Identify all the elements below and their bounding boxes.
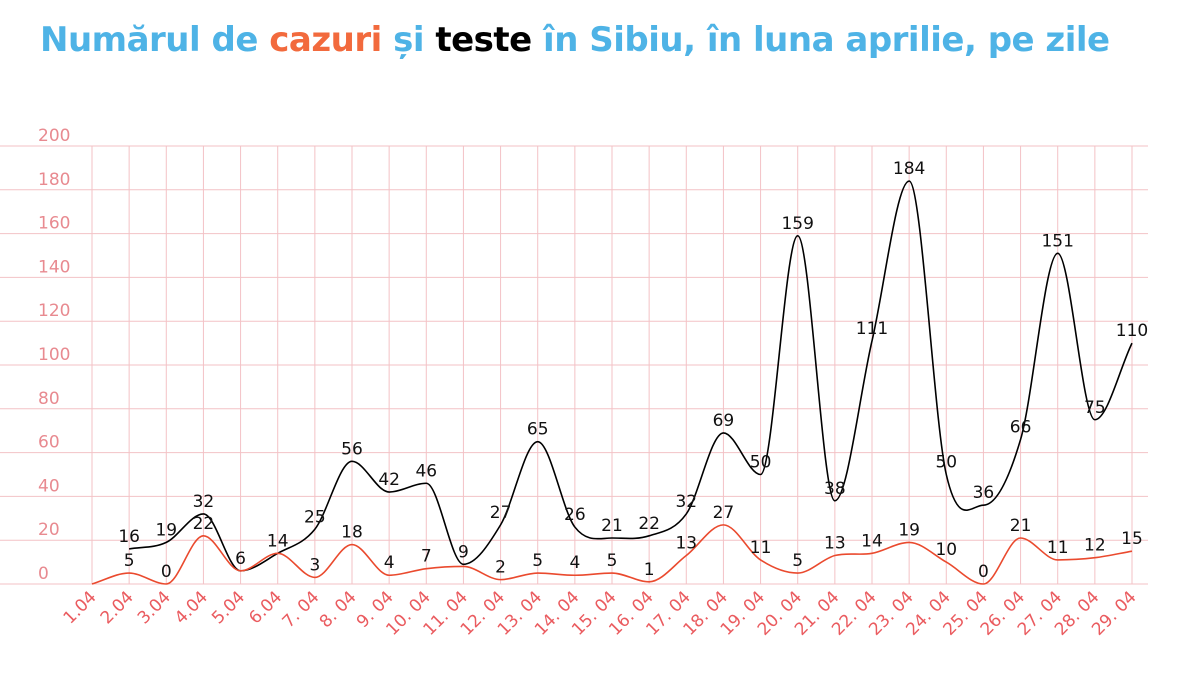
y-tick-label: 140: [38, 257, 70, 277]
x-tick-label: 1.04: [60, 587, 101, 628]
data-label-teste: 151: [1041, 231, 1073, 251]
data-label-cazuri: 27: [713, 503, 735, 523]
data-label-teste: 184: [893, 159, 925, 179]
y-tick-label: 60: [38, 433, 60, 453]
series-line-teste: [129, 180, 1133, 572]
data-label-teste: 110: [1116, 321, 1148, 341]
data-label-teste: 38: [824, 479, 846, 499]
data-label-teste: 75: [1084, 398, 1106, 418]
data-label-cazuri: 12: [1084, 536, 1106, 556]
x-axis-ticks: 1.042.043.044.045.046.047. 048. 049. 041…: [60, 587, 1141, 639]
data-label-teste: 25: [304, 507, 326, 527]
data-label-cazuri: 4: [384, 553, 395, 573]
data-label-cazuri: 5: [607, 551, 618, 571]
data-label-teste: 27: [490, 503, 512, 523]
x-tick-label: 3.04: [134, 587, 175, 628]
data-label-teste: 69: [713, 411, 735, 431]
data-label-cazuri: 5: [124, 551, 135, 571]
data-label-cazuri: 18: [341, 523, 363, 543]
data-label-teste: 46: [415, 461, 437, 481]
data-label-teste: 26: [564, 505, 586, 525]
data-label-cazuri: 14: [861, 531, 883, 551]
data-label-cazuri: 1: [644, 560, 655, 580]
data-label-cazuri: 13: [824, 534, 846, 554]
y-tick-label: 180: [38, 170, 70, 190]
series-line-cazuri: [91, 524, 1133, 585]
y-tick-label: 0: [38, 564, 49, 584]
data-label-cazuri: 21: [1010, 516, 1032, 536]
y-tick-label: 160: [38, 214, 70, 234]
data-label-cazuri: 10: [935, 540, 957, 560]
y-tick-label: 40: [38, 476, 60, 496]
data-label-cazuri: 22: [193, 514, 215, 534]
title-part: în Sibiu, în luna aprilie, pe zile: [531, 20, 1110, 60]
data-label-teste: 56: [341, 439, 363, 459]
title-part: și: [381, 20, 436, 60]
y-tick-label: 120: [38, 301, 70, 321]
data-label-teste: 42: [378, 470, 400, 490]
data-label-teste: 22: [638, 514, 660, 534]
y-tick-label: 200: [38, 126, 70, 146]
y-tick-label: 20: [38, 520, 60, 540]
data-label-teste: 9: [458, 542, 469, 562]
x-tick-label: 4.04: [171, 587, 212, 628]
data-label-cazuri: 7: [421, 547, 432, 567]
chart-grid: [0, 145, 1148, 585]
data-label-cazuri: 0: [161, 562, 172, 582]
data-label-teste: 6: [235, 549, 246, 569]
data-label-cazuri: 15: [1121, 529, 1143, 549]
data-label-teste: 50: [750, 453, 772, 473]
title-part: teste: [435, 20, 532, 60]
data-label-cazuri: 2: [495, 558, 506, 578]
data-label-cazuri: 0: [978, 562, 989, 582]
chart-title: Numărul de cazuri și teste în Sibiu, în …: [40, 20, 1110, 60]
x-tick-label: 8. 04: [316, 587, 361, 632]
y-tick-label: 80: [38, 389, 60, 409]
data-label-cazuri: 5: [532, 551, 543, 571]
data-label-teste: 19: [155, 520, 177, 540]
data-label-cazuri: 19: [898, 520, 920, 540]
data-label-cazuri: 4: [569, 553, 580, 573]
data-label-teste: 50: [935, 453, 957, 473]
data-label-teste: 66: [1010, 417, 1032, 437]
data-label-cazuri: 3: [309, 555, 320, 575]
x-tick-label: 2.04: [97, 587, 138, 628]
x-tick-label: 6.04: [245, 587, 286, 628]
data-label-teste: 65: [527, 420, 549, 440]
y-axis-ticks: 0 20 40 60 80 100 120 140 160 180 200: [38, 126, 70, 584]
title-part: Numărul de: [40, 20, 270, 60]
data-label-cazuri: 11: [750, 538, 772, 558]
data-label-cazuri: 11: [1047, 538, 1069, 558]
x-tick-label: 7. 04: [279, 587, 324, 632]
y-tick-label: 100: [38, 345, 70, 365]
data-label-teste: 159: [781, 214, 813, 234]
title-part: cazuri: [269, 20, 382, 60]
series-lines: [91, 180, 1133, 585]
data-label-teste: 14: [267, 531, 289, 551]
data-label-teste: 32: [193, 492, 215, 512]
data-label-teste: 21: [601, 516, 623, 536]
x-tick-label: 5.04: [208, 587, 249, 628]
data-label-teste: 111: [856, 319, 888, 339]
data-label-teste: 36: [973, 483, 995, 503]
data-label-cazuri: 13: [675, 534, 697, 554]
data-label-cazuri: 5: [792, 551, 803, 571]
data-label-teste: 32: [675, 492, 697, 512]
data-label-teste: 16: [118, 527, 140, 547]
